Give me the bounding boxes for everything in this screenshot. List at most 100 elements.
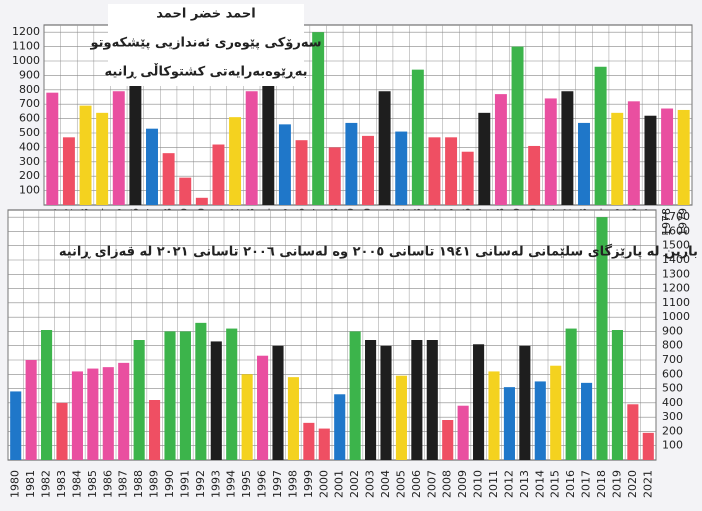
bar (245, 91, 258, 205)
bar (442, 420, 454, 460)
bar (661, 108, 674, 205)
annotation: بەڕێوەبەرایەتی کشتوکاڵی ڕانیە (105, 63, 308, 80)
x-tick-label: 2018 (595, 470, 608, 498)
y-tick-label: 800 (19, 83, 40, 96)
x-tick-label: 2013 (518, 470, 531, 498)
bar (488, 371, 500, 460)
annotation-box (108, 4, 304, 86)
bar (295, 140, 308, 205)
y-tick-label: 700 (19, 97, 40, 110)
x-tick-label: 1996 (256, 470, 269, 498)
bar (195, 322, 207, 460)
bar (149, 400, 161, 460)
x-tick-label: 2012 (502, 470, 515, 498)
bar (96, 112, 109, 205)
y-tick-label: 1000 (662, 310, 690, 323)
y-tick-label: 1200 (12, 25, 40, 38)
x-tick-label: 1991 (178, 470, 191, 498)
x-tick-label: 1982 (40, 470, 53, 498)
bar (210, 341, 222, 460)
bar (328, 147, 341, 205)
x-tick-label: 1981 (24, 470, 37, 498)
chart-title: ڕێژەی باران بارین لە پارێزگای سلێمانی لە… (59, 244, 702, 260)
bar (644, 115, 657, 205)
bar (179, 177, 192, 205)
x-tick-label: 1992 (194, 470, 207, 498)
bar (642, 432, 654, 460)
bar (544, 98, 557, 205)
x-tick-label: 1999 (302, 470, 315, 498)
bar (395, 375, 407, 460)
x-tick-label: 1980 (9, 470, 22, 498)
bar (118, 362, 130, 460)
x-tick-label: 2020 (626, 470, 639, 498)
bar (581, 382, 593, 460)
bar (461, 151, 474, 205)
bar (229, 117, 242, 205)
x-tick-label: 2010 (472, 470, 485, 498)
y-tick-label: 1700 (662, 210, 690, 223)
bar (62, 137, 75, 205)
x-tick-label: 2014 (533, 470, 546, 498)
bar (349, 331, 361, 460)
y-tick-label: 900 (662, 324, 683, 337)
x-tick-label: 2021 (641, 470, 654, 498)
x-tick-label: 1998 (286, 470, 299, 498)
bar (611, 112, 624, 205)
bar (596, 217, 608, 460)
bar (478, 112, 491, 205)
bar (426, 340, 438, 460)
x-tick-label: 2015 (549, 470, 562, 498)
bar (41, 330, 53, 460)
bar (195, 197, 208, 205)
bar (129, 85, 142, 205)
bar (262, 81, 275, 205)
x-tick-label: 2006 (410, 470, 423, 498)
y-tick-label: 400 (19, 140, 40, 153)
bar (378, 91, 391, 205)
bar (578, 122, 590, 205)
bar (594, 66, 607, 205)
bar (362, 135, 374, 205)
bar (278, 124, 291, 205)
x-tick-label: 1987 (117, 470, 130, 498)
bar (241, 374, 253, 460)
bar (71, 371, 83, 460)
y-tick-label: 1100 (12, 40, 40, 53)
annotation: سەرۆکی پێوەری ئەندازیی پێشکەوتو (89, 36, 321, 51)
x-tick-label: 2005 (394, 470, 407, 498)
bar (365, 340, 377, 460)
bar (428, 137, 441, 205)
bar (257, 355, 269, 460)
x-tick-label: 2001 (333, 470, 346, 498)
bar (457, 405, 469, 460)
bar (272, 345, 284, 460)
bar (395, 131, 408, 205)
bar (611, 330, 623, 460)
x-tick-label: 2019 (610, 470, 623, 498)
bar (212, 144, 225, 205)
bar (345, 122, 358, 205)
bar (565, 328, 577, 460)
bar (162, 153, 175, 205)
x-tick-label: 2004 (379, 470, 392, 498)
y-tick-label: 1000 (12, 54, 40, 67)
y-tick-label: 700 (662, 353, 683, 366)
bar (627, 404, 639, 460)
bar (226, 328, 238, 460)
bar (411, 340, 423, 460)
y-tick-label: 300 (662, 410, 683, 423)
bar (494, 94, 507, 205)
bar (411, 69, 424, 205)
bar (473, 344, 485, 460)
x-tick-label: 1983 (55, 470, 68, 498)
bar (528, 145, 541, 205)
y-tick-label: 1300 (662, 267, 690, 280)
bar (179, 331, 191, 460)
bar (534, 381, 546, 460)
bar (146, 128, 158, 205)
x-tick-label: 2003 (364, 470, 377, 498)
bar (334, 394, 346, 460)
y-tick-label: 300 (19, 155, 40, 168)
y-tick-label: 200 (19, 169, 40, 182)
